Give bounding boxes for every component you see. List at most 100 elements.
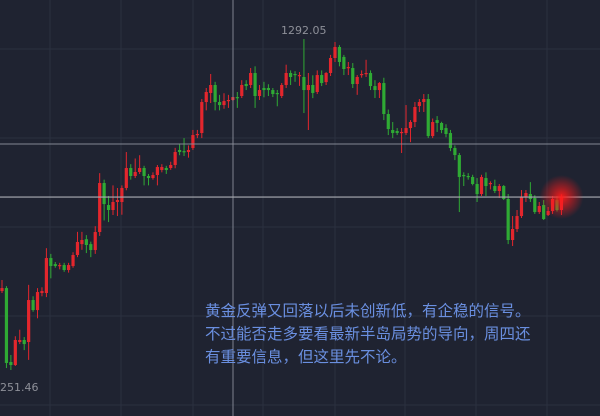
- candle-body: [275, 92, 279, 95]
- candle-body: [40, 291, 44, 294]
- candle-body: [519, 197, 524, 217]
- candle-body: [249, 73, 253, 85]
- candle-body: [58, 265, 62, 267]
- candle-body: [257, 90, 262, 97]
- candle-body: [542, 205, 546, 220]
- candle-body: [164, 168, 168, 171]
- candle-body: [262, 88, 266, 91]
- candle-body: [404, 128, 408, 134]
- candle-body: [333, 46, 337, 59]
- candle-body: [373, 86, 377, 91]
- candle-body: [444, 128, 448, 135]
- candle-body: [346, 67, 350, 69]
- candle-body: [488, 183, 492, 185]
- candle-body: [506, 198, 510, 241]
- candle-body: [31, 300, 35, 311]
- high-price-label: 1292.05: [281, 24, 327, 37]
- candle-body: [462, 175, 466, 177]
- candle-body: [328, 58, 333, 74]
- candle-body: [93, 232, 97, 251]
- commentary-line: 黄金反弹又回落以后未创新低，有企稳的信号。: [205, 302, 531, 320]
- candle-body: [320, 75, 324, 84]
- low-price-label: 1251.46: [0, 381, 39, 394]
- candle-body: [386, 114, 390, 130]
- candle-body: [426, 99, 430, 137]
- candle-body: [62, 265, 66, 271]
- candle-body: [18, 339, 22, 343]
- candle-body: [355, 77, 359, 85]
- candle-body: [337, 46, 342, 62]
- candle-body: [400, 131, 404, 134]
- candle-body: [280, 84, 284, 97]
- candle-body: [293, 73, 297, 76]
- candle-body: [27, 300, 31, 343]
- candle-body: [493, 186, 497, 192]
- last-price-glow: [539, 175, 584, 220]
- candle-body: [311, 84, 315, 93]
- candle-body: [217, 102, 222, 106]
- candle-body: [182, 151, 186, 153]
- candle-body: [351, 68, 355, 85]
- candle-body: [173, 152, 177, 165]
- candle-body: [204, 92, 208, 103]
- candle-body: [98, 183, 102, 233]
- candle-body: [306, 84, 310, 91]
- candle-body: [377, 83, 381, 91]
- candle-body: [209, 84, 213, 93]
- candle-body: [364, 73, 368, 75]
- candle-body: [408, 122, 413, 129]
- candle-body: [235, 97, 239, 99]
- candle-body: [413, 107, 417, 123]
- candle-body: [160, 167, 164, 171]
- candle-body: [102, 183, 106, 205]
- candle-body: [115, 200, 120, 203]
- candle-body: [22, 339, 26, 345]
- candle-body: [484, 178, 488, 187]
- candle-body: [178, 149, 182, 153]
- candle-body: [240, 84, 244, 97]
- candle-body: [395, 130, 399, 134]
- candle-body: [200, 102, 204, 134]
- commentary-text: 黄金反弹又回落以后未创新低，有企稳的信号。 不过能否走多要看最新半岛局势的导向，…: [205, 300, 531, 369]
- candle-body: [106, 205, 111, 211]
- candle-body: [9, 362, 13, 366]
- candle-body: [244, 84, 248, 87]
- candle-body: [533, 198, 537, 213]
- candle-body: [84, 239, 88, 245]
- candle-body: [266, 88, 270, 91]
- candle-body: [439, 122, 444, 131]
- candle-body: [67, 265, 71, 271]
- candle-body: [89, 244, 93, 251]
- candle-body: [35, 292, 40, 311]
- candle-body: [502, 186, 506, 199]
- candle-body: [453, 148, 457, 156]
- candle-body: [457, 155, 461, 177]
- candle-body: [382, 83, 386, 115]
- candle-body: [222, 101, 226, 106]
- candle-body: [49, 258, 53, 267]
- candle-body: [342, 56, 346, 70]
- candle-body: [75, 241, 80, 256]
- candle-body: [151, 175, 155, 179]
- candle-body: [324, 73, 328, 83]
- candle-body: [146, 175, 151, 179]
- candle-body: [368, 73, 373, 87]
- candle-body: [195, 134, 199, 136]
- candle-body: [417, 102, 421, 107]
- candle-body: [497, 186, 501, 192]
- candle-body: [315, 75, 319, 93]
- candle-body: [71, 255, 75, 267]
- candle-body: [133, 172, 137, 176]
- candle-body: [289, 73, 293, 78]
- candle-body: [53, 264, 57, 267]
- candle-body: [120, 187, 124, 203]
- candle-body: [129, 168, 133, 176]
- candle-body: [448, 133, 453, 149]
- candle-body: [471, 176, 475, 184]
- candle-body: [111, 202, 115, 211]
- candle-body: [524, 193, 528, 198]
- candle-body: [138, 168, 142, 173]
- candle-body: [80, 240, 84, 245]
